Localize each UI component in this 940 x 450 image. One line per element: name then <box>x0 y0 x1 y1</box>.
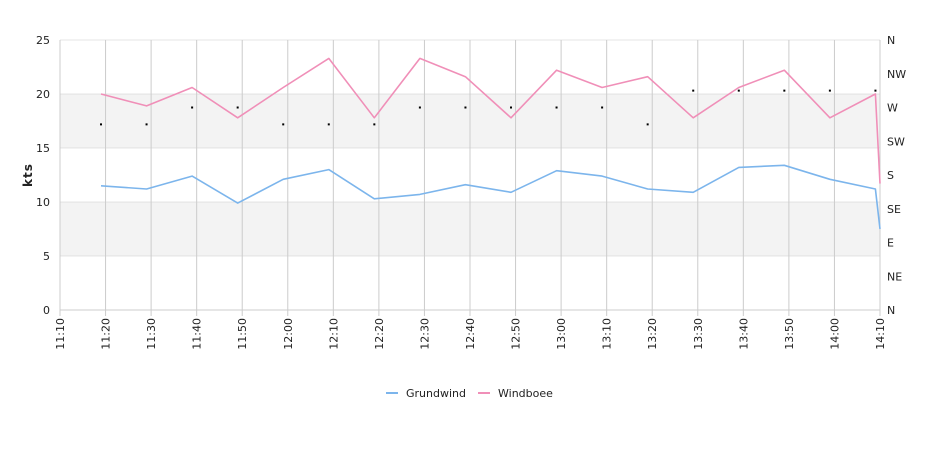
y-tick-label: 20 <box>36 88 50 101</box>
y-axis-ticks: 0 5 10 15 20 25 <box>36 34 50 317</box>
series-line-grundwind <box>100 164 881 230</box>
y-tick-label: 0 <box>43 304 50 317</box>
direction-marker <box>646 123 649 126</box>
direction-marker <box>692 89 695 92</box>
direction-marker <box>737 89 740 92</box>
direction-marker <box>555 106 558 109</box>
direction-tick-label: S <box>887 169 894 182</box>
direction-marker <box>510 106 512 109</box>
direction-tick-label: SW <box>887 135 905 148</box>
direction-marker <box>282 123 285 126</box>
direction-tick-label: NW <box>887 68 906 81</box>
x-tick-label: 13:30 <box>692 318 705 350</box>
x-tick-label: 12:40 <box>464 318 477 350</box>
direction-tick-label: NE <box>887 270 902 283</box>
direction-marker <box>464 106 467 109</box>
direction-marker <box>145 123 148 126</box>
x-tick-label: 14:00 <box>828 318 841 350</box>
legend-label: Windboee <box>498 387 553 400</box>
legend-item-grundwind: Grundwind <box>386 387 466 400</box>
direction-markers <box>100 89 877 126</box>
series-lines <box>100 57 881 230</box>
direction-marker <box>828 89 831 92</box>
direction-marker <box>100 123 102 126</box>
x-tick-label: 13:10 <box>601 318 614 350</box>
horizontal-gridlines <box>60 39 880 311</box>
x-tick-label: 12:50 <box>510 318 523 350</box>
y-tick-label: 25 <box>36 34 50 47</box>
x-tick-label: 11:30 <box>145 318 158 350</box>
direction-marker <box>874 89 877 92</box>
direction-marker <box>191 106 194 109</box>
x-axis-ticks: 11:10 11:20 11:30 11:40 11:50 12:00 12:10 12:20… <box>54 318 887 350</box>
x-tick-label: 13:50 <box>783 318 796 350</box>
direction-tick-label: N <box>887 34 895 47</box>
direction-tick-label: SE <box>887 203 901 216</box>
x-tick-label: 11:50 <box>236 318 249 350</box>
direction-marker <box>327 123 330 126</box>
direction-marker <box>373 123 376 126</box>
direction-tick-label: N <box>887 304 895 317</box>
x-tick-label: 13:40 <box>737 318 750 350</box>
x-tick-label: 11:40 <box>191 318 204 350</box>
x-tick-label: 12:00 <box>282 318 295 350</box>
x-tick-label: 12:10 <box>327 318 340 350</box>
direction-marker <box>236 106 239 109</box>
series-line-windboee <box>100 57 881 184</box>
x-tick-label: 14:10 <box>874 318 887 350</box>
x-tick-label: 11:20 <box>100 318 113 350</box>
direction-tick-label: W <box>887 102 898 115</box>
direction-marker <box>418 106 421 109</box>
y-axis-label: kts <box>21 163 35 187</box>
legend-label: Grundwind <box>406 387 466 400</box>
legend-item-windboee: Windboee <box>478 387 553 400</box>
y-tick-label: 15 <box>36 142 50 155</box>
direction-tick-label: E <box>887 237 894 250</box>
x-tick-label: 12:30 <box>418 318 431 350</box>
x-tick-label: 12:20 <box>373 318 386 350</box>
x-tick-label: 13:20 <box>646 318 659 350</box>
y-tick-label: 5 <box>43 250 50 263</box>
x-tick-label: 11:10 <box>54 318 67 350</box>
y-tick-label: 10 <box>36 196 50 209</box>
direction-marker <box>783 89 786 92</box>
direction-marker <box>601 106 604 109</box>
x-tick-label: 13:00 <box>555 318 568 350</box>
direction-axis-ticks: N NE E SE S SW W NW N <box>887 34 906 317</box>
legend: Grundwind Windboee <box>386 387 553 400</box>
